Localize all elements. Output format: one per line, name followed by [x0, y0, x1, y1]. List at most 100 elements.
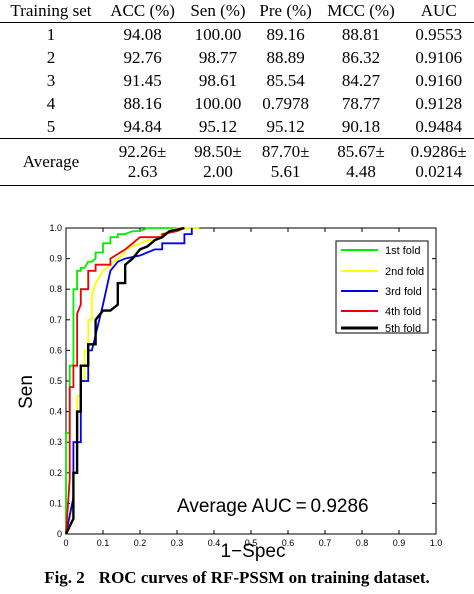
table-cell: 88.81 — [341, 25, 381, 44]
table-cell: 94.84 — [123, 117, 162, 136]
average-cell: 98.50± 2.00 — [183, 138, 253, 186]
table-cell: 78.77 — [341, 94, 381, 113]
legend-box — [335, 240, 429, 334]
x-tick-label: 0.8 — [356, 538, 369, 548]
table-cell: 100.00 — [194, 94, 242, 113]
table-cell: 1 — [46, 25, 56, 44]
y-tick-label: 1.0 — [49, 223, 62, 233]
figure-caption: Fig. 2 ROC curves of RF-PSSM on training … — [0, 568, 474, 588]
header-pre: Pre (%) — [252, 0, 319, 23]
table-cell: 0.9484 — [415, 117, 463, 136]
average-mean: 0.9286± — [410, 142, 467, 161]
table-row: 2 92.76 98.77 88.89 86.32 0.9106 — [0, 46, 474, 69]
table-cell: 95.12 — [198, 117, 238, 136]
roc-figure: 0 0.1 0.2 0.3 0.4 0.5 0.6 0.7 0.8 0.9 1.0 0 0.1 0.2 0.… — [0, 212, 474, 564]
average-cell: 0.9286± 0.0214 — [403, 138, 474, 186]
table-cell: 85.54 — [266, 71, 305, 90]
table-cell: 100.00 — [194, 25, 242, 44]
legend-label-3: 3rd fold — [385, 286, 422, 298]
legend-label-4: 4th fold — [385, 306, 421, 318]
legend-label-5: 5th fold — [385, 323, 421, 335]
x-tick-label: 0.2 — [134, 538, 147, 548]
caption-text: ROC curves of RF-PSSM on training datase… — [98, 568, 430, 587]
x-tick-label: 0 — [63, 538, 68, 548]
y-tick-label: 0.2 — [49, 468, 62, 478]
axis-ticks: 0 0.1 0.2 0.3 0.4 0.5 0.6 0.7 0.8 0.9 1.0 0 0.1 0.2 0.… — [49, 223, 442, 548]
roc-series — [64, 226, 200, 535]
y-tick-label: 0 — [57, 529, 62, 539]
y-tick-label: 0.8 — [49, 284, 62, 294]
average-cell: 92.26± 2.63 — [101, 138, 184, 186]
header-acc: ACC (%) — [101, 0, 184, 23]
y-tick-label: 0.4 — [49, 407, 62, 417]
average-mean: 92.26± — [118, 142, 167, 161]
table-cell: 95.12 — [266, 117, 305, 136]
average-sd: 2.00 — [203, 162, 233, 181]
average-cell: 85.67± 4.48 — [318, 138, 404, 186]
roc-line-fold-5 — [64, 226, 185, 535]
average-sd: 2.63 — [127, 162, 158, 181]
table-cell: 0.9106 — [415, 48, 463, 67]
roc-line-fold-1 — [65, 227, 200, 534]
header-sen: Sen (%) — [183, 0, 253, 23]
table-row: 1 94.08 100.00 89.16 88.81 0.9553 — [0, 23, 474, 47]
table-cell: 2 — [46, 48, 56, 67]
table-row: 4 88.16 100.00 0.7978 78.77 0.9128 — [0, 92, 474, 115]
legend: 1st fold 2nd fold 3rd fold 4th fold 5th … — [335, 240, 429, 335]
table-cell: 5 — [46, 117, 56, 136]
average-sd: 4.48 — [346, 162, 376, 181]
table-cell: 91.45 — [123, 71, 162, 90]
x-tick-label: 0.7 — [319, 538, 332, 548]
x-tick-label: 0.3 — [171, 538, 184, 548]
legend-label-1: 1st fold — [385, 245, 420, 257]
table-row: 5 94.84 95.12 95.12 90.18 0.9484 — [0, 115, 474, 139]
table-row: 3 91.45 98.61 85.54 84.27 0.9160 — [0, 69, 474, 92]
legend-item: 4th fold — [341, 306, 421, 318]
average-label: Average — [0, 138, 102, 186]
average-cell: 87.70± 5.61 — [252, 138, 319, 186]
x-tick-label: 0.5 — [245, 538, 258, 548]
average-sd: 0.0214 — [415, 162, 463, 181]
table-cell: 0.7978 — [262, 94, 309, 113]
table-cell: 0.9553 — [415, 25, 463, 44]
y-tick-label: 0.3 — [49, 437, 62, 447]
table-cell: 88.89 — [266, 48, 305, 67]
legend-item: 5th fold — [341, 323, 421, 335]
table-cell: 3 — [46, 71, 56, 90]
table-cell: 98.77 — [198, 48, 238, 67]
table-cell: 92.76 — [123, 48, 162, 67]
x-tick-label: 0.1 — [97, 538, 110, 548]
table-cell: 90.18 — [341, 117, 381, 136]
table-cell: 86.32 — [341, 48, 381, 67]
table-cell: 0.9160 — [415, 71, 463, 90]
y-tick-label: 0.9 — [49, 254, 62, 264]
legend-item: 2nd fold — [341, 266, 424, 278]
x-axis-label: 1−Spec — [221, 541, 286, 562]
header-mcc: MCC (%) — [318, 0, 404, 23]
table-cell: 89.16 — [266, 25, 305, 44]
header-auc: AUC — [403, 0, 474, 23]
table-cell: 94.08 — [123, 25, 162, 44]
header-training-set: Training set — [0, 0, 102, 23]
average-mean: 98.50± — [194, 142, 242, 161]
legend-item: 3rd fold — [341, 286, 422, 298]
y-axis-label: Sen — [16, 375, 37, 409]
results-table: Training set ACC (%) Sen (%) Pre (%) MCC… — [0, 0, 474, 186]
table-cell: 4 — [46, 94, 56, 113]
average-mean: 85.67± — [337, 142, 385, 161]
y-tick-label: 0.6 — [49, 345, 62, 355]
x-tick-label: 0.4 — [208, 538, 221, 548]
y-tick-label: 0.5 — [49, 376, 62, 386]
table-cell: 84.27 — [341, 71, 381, 90]
figure-label: Fig. 2 — [44, 568, 85, 587]
y-tick-label: 0.1 — [49, 498, 62, 508]
average-auc-annotation: Average AUC = 0.9286 — [177, 496, 369, 517]
table-cell: 88.16 — [123, 94, 162, 113]
table-cell: 0.9128 — [415, 94, 463, 113]
roc-line-fold-4 — [65, 227, 185, 535]
table-cell: 98.61 — [198, 71, 238, 90]
x-tick-label: 1.0 — [430, 538, 443, 548]
table-header-row: Training set ACC (%) Sen (%) Pre (%) MCC… — [0, 0, 474, 23]
legend-item: 1st fold — [341, 245, 420, 257]
